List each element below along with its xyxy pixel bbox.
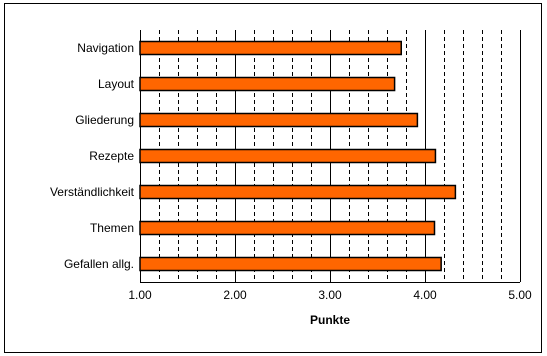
- category-label: Verständlichkeit: [50, 185, 135, 199]
- bars: [139, 40, 457, 272]
- bar-gefallen-allg-: [139, 256, 442, 272]
- category-label: Themen: [90, 221, 134, 235]
- x-axis-title: Punkte: [310, 313, 350, 327]
- category-label: Navigation: [77, 41, 134, 55]
- bar-verständlichkeit: [139, 184, 457, 200]
- bar-navigation: [139, 40, 402, 56]
- x-tick-label: 2.00: [223, 288, 247, 302]
- x-tick-label: 3.00: [318, 288, 342, 302]
- x-tick-label: 4.00: [413, 288, 437, 302]
- category-labels: Navigation Layout Gliederung Rezepte Verstän…: [50, 41, 135, 271]
- category-label: Gefallen allg.: [64, 257, 134, 271]
- category-label: Gliederung: [75, 113, 134, 127]
- bar-themen: [139, 220, 436, 236]
- category-label: Layout: [98, 77, 135, 91]
- x-tick-labels: 1.00 2.00 3.00 4.00 5.00: [128, 288, 532, 302]
- category-label: Rezepte: [89, 149, 134, 163]
- x-tick-label: 1.00: [128, 288, 152, 302]
- bar-gliederung: [139, 112, 419, 128]
- x-tick-label: 5.00: [508, 288, 532, 302]
- bar-layout: [139, 76, 396, 92]
- bar-rezepte: [139, 148, 437, 164]
